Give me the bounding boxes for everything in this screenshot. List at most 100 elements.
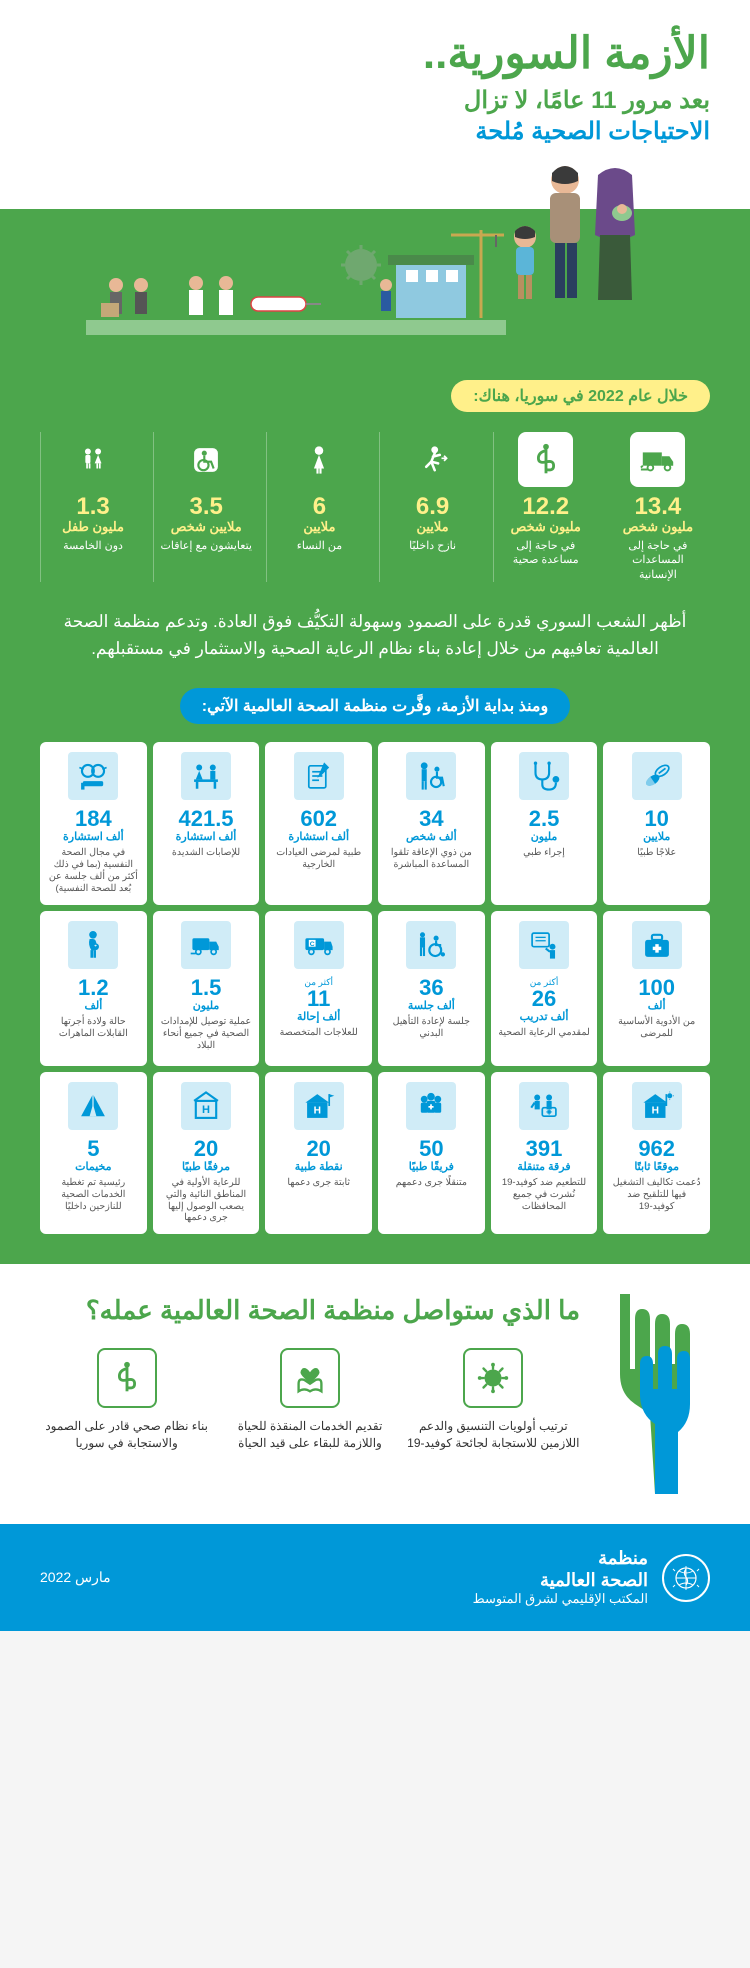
card-desc: طبية لمرضى العيادات الخارجية	[271, 847, 366, 871]
stat-number: 6	[273, 495, 365, 519]
stat-col: 1.3 مليون طفل دون الخامسة	[40, 432, 145, 582]
section-pill: ومنذ بداية الأزمة، وفَّرت منظمة الصحة ال…	[180, 688, 570, 724]
facility-icon: H	[181, 1082, 231, 1130]
stat-card: 421.5 ألف استشارة للإصابات الشديدة	[153, 742, 260, 905]
card-desc: للتطعيم ضد كوفيد-19 نُشرت في جميع المحاف…	[497, 1177, 592, 1213]
footer-org-block: منظمةالصحة العالمية المكتب الإقليمي لشرق…	[473, 1548, 710, 1607]
card-unit: مخيمات	[75, 1160, 111, 1173]
rehab-icon	[406, 921, 456, 969]
point-icon: H	[294, 1082, 344, 1130]
medical-icon	[500, 432, 592, 487]
virus-icon	[463, 1348, 523, 1408]
card-number: 1.2	[78, 977, 109, 999]
stat-card: 391 فرقة متنقلة للتطعيم ضد كوفيد-19 نُشر…	[491, 1072, 598, 1235]
delivery-icon	[181, 921, 231, 969]
stat-desc: من النساء	[273, 539, 365, 553]
card-desc: للعلاجات المتخصصة	[280, 1027, 358, 1039]
card-unit: موقعًا ثابتًا	[634, 1160, 679, 1173]
scene-illustration	[86, 225, 506, 335]
stat-card: 5 مخيمات رئيسية تم تغطية الخدمات الصحية …	[40, 1072, 147, 1235]
truck-icon	[612, 432, 704, 487]
card-number: 602	[300, 808, 337, 830]
card-desc: عملية توصيل للإمدادات الصحية في جميع أنح…	[159, 1016, 254, 1052]
mental-icon	[68, 752, 118, 800]
card-unit: ألف	[648, 999, 666, 1012]
stat-unit: ملايين شخص	[160, 519, 252, 535]
card-desc: إجراء طبي	[523, 847, 565, 859]
team-icon	[406, 1082, 456, 1130]
pregnant-icon	[68, 921, 118, 969]
card-unit: ألف شخص	[406, 830, 457, 843]
card-unit: فريقًا طبيًا	[409, 1160, 454, 1173]
stat-unit: ملايين	[386, 519, 478, 535]
stat-card: 2.5 مليون إجراء طبي	[491, 742, 598, 905]
continue-item-text: بناء نظام صحي قادر على الصمود والاستجابة…	[40, 1418, 213, 1452]
stat-card: 100 ألف من الأدوية الأساسية للمرضى	[603, 911, 710, 1066]
family-illustration	[510, 155, 710, 335]
infographic-page: الأزمة السورية.. بعد مرور 11 عامًا، لا ت…	[0, 0, 750, 1631]
card-desc: للإصابات الشديدة	[172, 847, 240, 859]
care-icon	[280, 1348, 340, 1408]
desk-icon	[181, 752, 231, 800]
card-unit: مرفقًا طبيًا	[182, 1160, 230, 1173]
pills-icon	[632, 752, 682, 800]
card-unit: مليون	[193, 999, 220, 1012]
card-unit: مليون	[531, 830, 558, 843]
card-unit: ألف جلسة	[408, 999, 455, 1012]
card-number: 100	[638, 977, 675, 999]
card-unit: نقطة طبية	[295, 1160, 343, 1173]
year-pill: خلال عام 2022 في سوريا، هناك:	[451, 380, 710, 412]
card-desc: من ذوي الإعاقة تلقوا المساعدة المباشرة	[384, 847, 479, 871]
stat-desc: يتعايشون مع إعاقات	[160, 539, 252, 553]
stat-col: 6.9 ملايين نازح داخليًا	[379, 432, 484, 582]
card-unit: ألف إحالة	[297, 1010, 340, 1023]
footer-sub: المكتب الإقليمي لشرق المتوسط	[473, 1591, 648, 1607]
stat-card: 602 ألف استشارة طبية لمرضى العيادات الخا…	[265, 742, 372, 905]
card-desc: حالة ولادة أجرتها القابلات الماهرات	[46, 1016, 141, 1040]
svg-text:C: C	[309, 941, 314, 948]
card-number: 391	[526, 1138, 563, 1160]
card-number: 2.5	[529, 808, 560, 830]
continue-item: بناء نظام صحي قادر على الصمود والاستجابة…	[40, 1348, 213, 1452]
subtitle-line-1: بعد مرور 11 عامًا، لا تزال	[40, 86, 710, 115]
woman-icon	[273, 432, 365, 487]
card-desc: رئيسية تم تغطية الخدمات الصحية للنازحين …	[46, 1177, 141, 1213]
mobile-team-icon	[519, 1082, 569, 1130]
stat-col: 12.2 مليون شخص في حاجة إلى مساعدة صحية	[493, 432, 598, 582]
stat-col: 6 ملايين من النساء	[266, 432, 371, 582]
card-number: 962	[638, 1138, 675, 1160]
stat-number: 6.9	[386, 495, 478, 519]
stat-card: H 962 موقعًا ثابتًا دُعمت تكاليف التشغيل…	[603, 1072, 710, 1235]
card-unit: ألف استشارة	[176, 830, 237, 843]
who-logo-icon	[662, 1554, 710, 1602]
card-number: 34	[419, 808, 443, 830]
stat-col: 13.4 مليون شخص في حاجة إلى المساعدات الإ…	[606, 432, 710, 582]
main-title: الأزمة السورية..	[40, 30, 710, 78]
run-icon	[386, 432, 478, 487]
stat-unit: مليون شخص	[612, 519, 704, 535]
card-desc: متنقلًا جرى دعمهم	[396, 1177, 467, 1189]
card-number: 5	[87, 1138, 99, 1160]
card-number: 36	[419, 977, 443, 999]
card-number: 10	[644, 808, 668, 830]
stats-section: خلال عام 2022 في سوريا، هناك: 13.4 مليون…	[0, 380, 750, 1264]
card-unit: ألف تدريب	[520, 1010, 569, 1023]
cards-grid: 10 ملايين علاجًا طبيًا 2.5 مليون إجراء ط…	[40, 742, 710, 1234]
assist-icon	[406, 752, 456, 800]
stat-desc: في حاجة إلى المساعدات الإنسانية	[612, 539, 704, 582]
continue-section: ما الذي ستواصل منظمة الصحة العالمية عمله…	[0, 1264, 750, 1524]
body-paragraph: أظهر الشعب السوري قدرة على الصمود وسهولة…	[40, 608, 710, 662]
footer-org-1: منظمة	[598, 1548, 648, 1568]
stat-card: 184 ألف استشارة في مجال الصحة النفسية (ب…	[40, 742, 147, 905]
wheelchair-icon	[160, 432, 252, 487]
stat-desc: في حاجة إلى مساعدة صحية	[500, 539, 592, 568]
stat-unit: ملايين	[273, 519, 365, 535]
card-desc: في مجال الصحة النفسية (بما في ذلك أكثر م…	[46, 847, 141, 895]
stat-card: 1.5 مليون عملية توصيل للإمدادات الصحية ف…	[153, 911, 260, 1066]
subtitle-line-2: الاحتياجات الصحية مُلحة	[40, 117, 710, 146]
card-number: 26	[532, 988, 556, 1010]
stat-card: C أكثر من 11 ألف إحالة للعلاجات المتخصصة	[265, 911, 372, 1066]
stat-card: 34 ألف شخص من ذوي الإعاقة تلقوا المساعدة…	[378, 742, 485, 905]
card-desc: للرعاية الأولية في المناطق النائية والتي…	[159, 1177, 254, 1225]
continue-item-text: تقديم الخدمات المنقذة للحياة واللازمة لل…	[223, 1418, 396, 1452]
